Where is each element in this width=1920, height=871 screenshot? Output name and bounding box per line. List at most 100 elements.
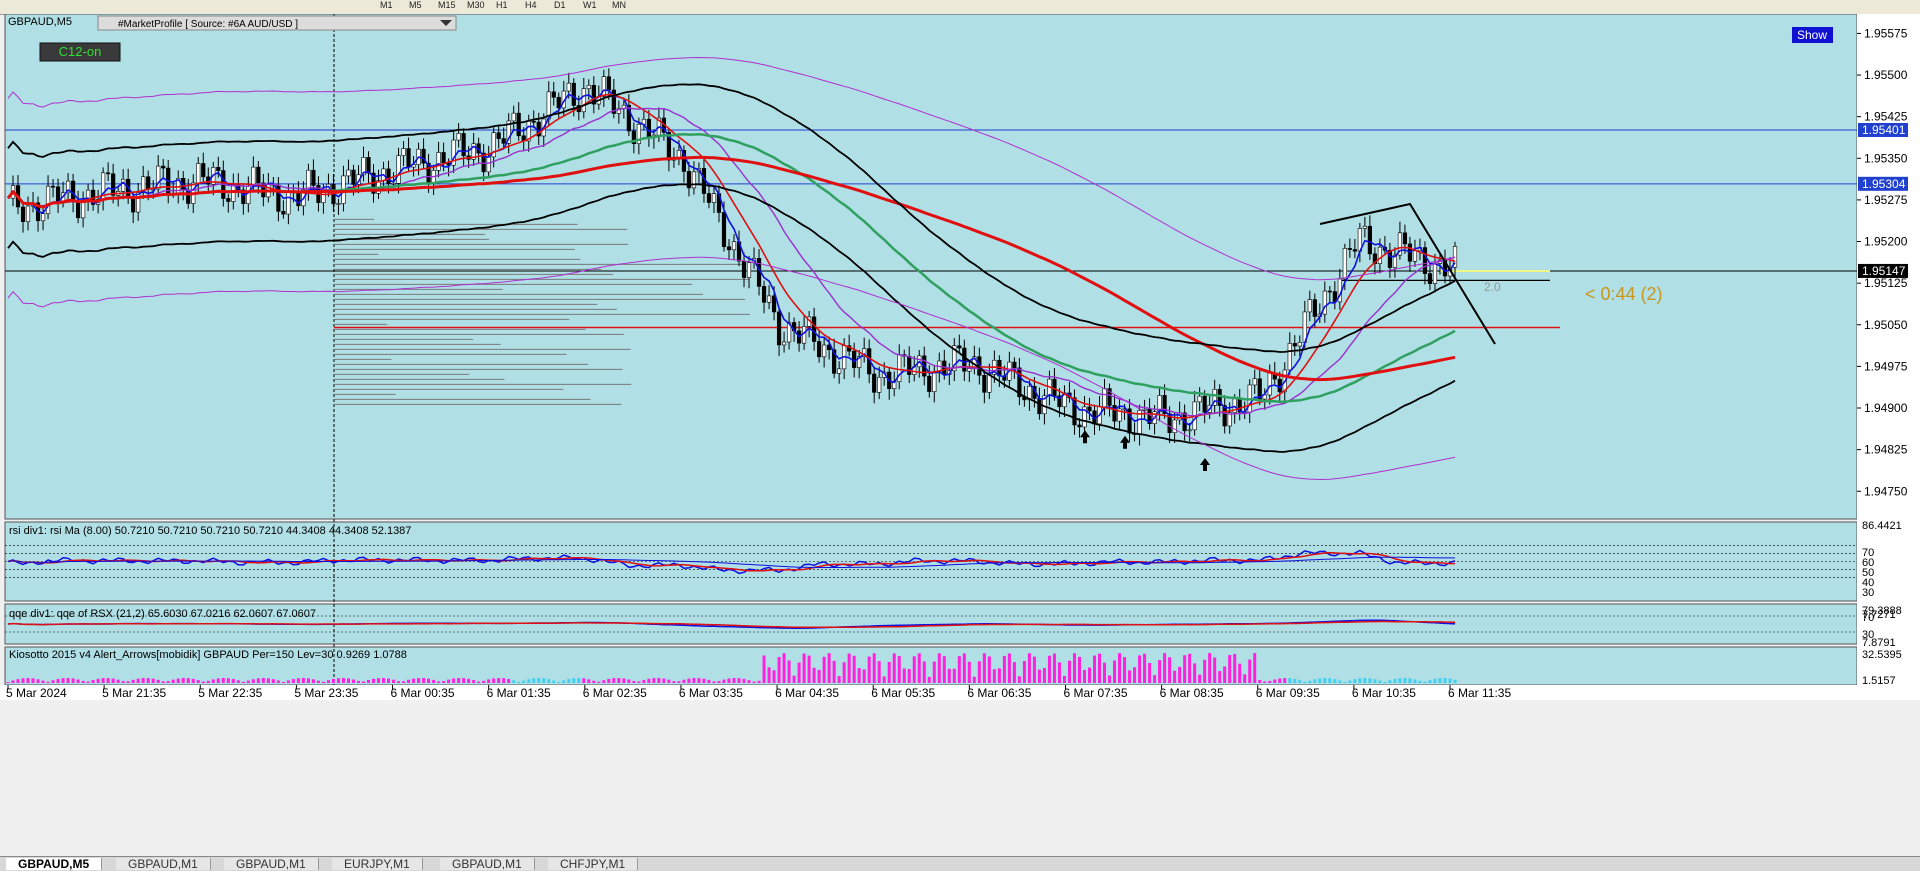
candle-body[interactable] xyxy=(1262,394,1267,400)
candle-body[interactable] xyxy=(872,373,877,393)
candle-body[interactable] xyxy=(877,376,882,393)
candle-body[interactable] xyxy=(636,123,641,144)
candle-body[interactable] xyxy=(1167,413,1172,434)
candle-body[interactable] xyxy=(1017,367,1022,398)
candle-body[interactable] xyxy=(241,189,246,204)
candle-body[interactable] xyxy=(456,133,461,141)
candle-body[interactable] xyxy=(121,178,126,192)
candle-body[interactable] xyxy=(281,211,286,215)
candle-body[interactable] xyxy=(932,372,937,392)
candle-body[interactable] xyxy=(862,348,867,357)
candle-body[interactable] xyxy=(927,375,932,392)
timeframe-button[interactable]: H4 xyxy=(525,0,537,10)
candle-body[interactable] xyxy=(146,176,151,190)
candle-body[interactable] xyxy=(346,169,351,177)
candle-body[interactable] xyxy=(1362,225,1367,229)
candle-body[interactable] xyxy=(441,152,446,164)
timeframe-button[interactable]: H1 xyxy=(496,0,508,10)
candle-body[interactable] xyxy=(1117,408,1122,422)
candle-body[interactable] xyxy=(1057,395,1062,408)
chart-tab[interactable]: GBPAUD,M5 xyxy=(6,858,103,870)
candle-body[interactable] xyxy=(226,198,231,202)
chart-tab[interactable]: EURJPY,M1 xyxy=(332,858,423,870)
candle-body[interactable] xyxy=(691,171,697,189)
candle-body[interactable] xyxy=(1322,290,1327,315)
candle-body[interactable] xyxy=(1267,372,1272,396)
candle-body[interactable] xyxy=(1297,342,1302,347)
candle-body[interactable] xyxy=(746,262,752,278)
chart-tab[interactable]: GBPAUD,M1 xyxy=(224,858,319,870)
candle-body[interactable] xyxy=(987,374,992,393)
candle-body[interactable] xyxy=(1327,290,1332,293)
show-button[interactable] xyxy=(1792,27,1833,43)
candle-body[interactable] xyxy=(401,148,406,156)
chart-tab[interactable]: GBPAUD,M1 xyxy=(440,858,535,870)
timeframe-button[interactable]: M30 xyxy=(467,0,485,10)
candle-body[interactable] xyxy=(486,156,491,173)
candle-body[interactable] xyxy=(1147,408,1152,424)
candle-body[interactable] xyxy=(817,341,822,358)
candle-body[interactable] xyxy=(1227,412,1232,427)
candle-body[interactable] xyxy=(45,185,51,215)
candle-body[interactable] xyxy=(471,143,476,160)
candle-body[interactable] xyxy=(731,241,737,251)
candle-body[interactable] xyxy=(812,316,817,342)
candle-body[interactable] xyxy=(706,193,712,203)
candle-body[interactable] xyxy=(311,169,316,186)
candle-body[interactable] xyxy=(1172,419,1177,434)
candle-body[interactable] xyxy=(591,84,596,105)
candle-body[interactable] xyxy=(436,152,441,171)
candle-body[interactable] xyxy=(1347,248,1352,250)
chart-tab[interactable]: CHFJPY,M1 xyxy=(548,858,639,870)
candle-body[interactable] xyxy=(726,246,732,251)
candle-body[interactable] xyxy=(1107,388,1112,406)
candle-body[interactable] xyxy=(852,350,857,368)
candle-body[interactable] xyxy=(781,341,787,346)
candle-body[interactable] xyxy=(336,203,341,205)
candle-body[interactable] xyxy=(421,148,426,164)
candle-body[interactable] xyxy=(1162,395,1167,415)
candle-body[interactable] xyxy=(1342,248,1347,280)
candle-body[interactable] xyxy=(1142,408,1147,411)
candle-body[interactable] xyxy=(1387,249,1393,268)
candle-body[interactable] xyxy=(551,91,556,98)
candle-body[interactable] xyxy=(111,173,116,196)
candle-body[interactable] xyxy=(65,180,71,194)
candle-body[interactable] xyxy=(1087,406,1092,412)
candle-body[interactable] xyxy=(391,183,396,185)
candle-body[interactable] xyxy=(571,82,576,106)
candle-body[interactable] xyxy=(136,192,141,213)
candle-body[interactable] xyxy=(601,76,606,97)
candle-body[interactable] xyxy=(586,84,591,89)
candle-body[interactable] xyxy=(1202,395,1207,413)
candle-body[interactable] xyxy=(1212,389,1217,406)
candle-body[interactable] xyxy=(1027,385,1032,401)
kiosotto-panel[interactable] xyxy=(4,646,1858,686)
candle-body[interactable] xyxy=(857,356,862,368)
c12-button[interactable] xyxy=(39,42,121,62)
candle-body[interactable] xyxy=(1257,378,1262,400)
candle-body[interactable] xyxy=(20,206,26,222)
candle-body[interactable] xyxy=(251,166,256,187)
candle-body[interactable] xyxy=(366,157,371,174)
candle-body[interactable] xyxy=(1292,343,1297,347)
candle-body[interactable] xyxy=(771,295,777,313)
candle-body[interactable] xyxy=(491,132,496,158)
candle-body[interactable] xyxy=(511,112,516,122)
timeframe-button[interactable]: D1 xyxy=(554,0,566,10)
candle-body[interactable] xyxy=(75,201,81,219)
candle-body[interactable] xyxy=(721,212,727,248)
candle-body[interactable] xyxy=(1367,225,1372,255)
candle-body[interactable] xyxy=(1072,397,1077,426)
candle-body[interactable] xyxy=(1427,273,1433,284)
candle-body[interactable] xyxy=(822,344,827,358)
candle-body[interactable] xyxy=(361,157,366,176)
candle-body[interactable] xyxy=(1197,395,1202,403)
candle-body[interactable] xyxy=(832,349,837,374)
candle-body[interactable] xyxy=(1307,299,1312,313)
candle-body[interactable] xyxy=(161,165,166,169)
candle-body[interactable] xyxy=(386,168,391,184)
main-chart-panel[interactable] xyxy=(4,14,1858,520)
candle-body[interactable] xyxy=(626,104,631,132)
candle-body[interactable] xyxy=(1377,246,1382,264)
